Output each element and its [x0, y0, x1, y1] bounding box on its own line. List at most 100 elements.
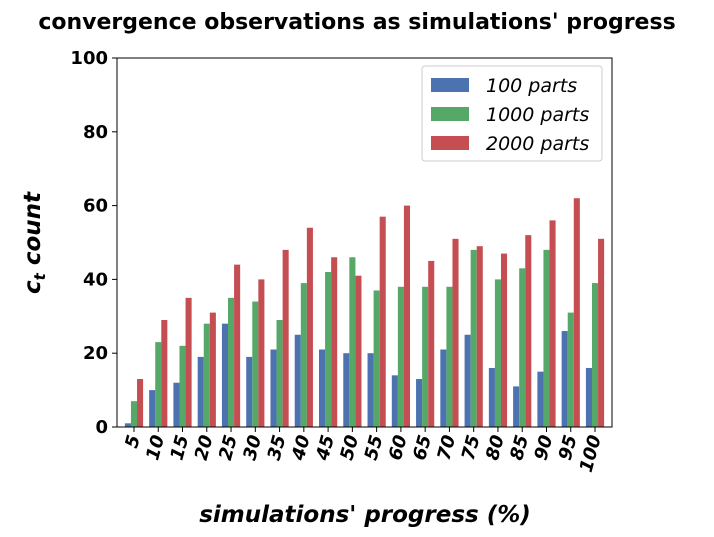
bar-2000-parts-25: [234, 264, 241, 427]
bar-2000-parts-35: [282, 249, 289, 427]
x-tick-label: 15: [167, 433, 194, 463]
bar-100-parts-75: [464, 334, 471, 427]
bar-100-parts-55: [367, 353, 374, 427]
x-tick-label: 10: [142, 433, 169, 463]
bar-2000-parts-5: [137, 379, 144, 427]
bar-100-parts-40: [294, 334, 301, 427]
x-tick-label: 55: [361, 433, 388, 463]
x-tick-label: 80: [482, 433, 509, 463]
bar-1000-parts-5: [130, 401, 138, 427]
legend-label: 2000 parts: [486, 133, 589, 155]
x-tick-label: 95: [555, 433, 582, 463]
bar-1000-parts-10: [155, 342, 162, 427]
bar-100-parts-50: [343, 353, 350, 427]
bar-2000-parts-45: [331, 257, 338, 427]
legend-label: 1000 parts: [486, 104, 589, 126]
y-tick-label: 80: [83, 122, 108, 143]
legend-swatch: [431, 107, 469, 121]
bar-100-parts-35: [270, 349, 277, 427]
chart-title: convergence observations as simulations'…: [38, 10, 675, 35]
y-axis-label-main: c: [20, 280, 46, 294]
y-axis-label-subscript: t: [31, 272, 49, 280]
bar-2000-parts-15: [185, 297, 192, 427]
y-axis-label-rest: count: [20, 191, 46, 273]
bar-100-parts-100: [585, 367, 592, 427]
y-tick-label: 20: [83, 343, 108, 364]
x-tick-label: 50: [336, 433, 363, 463]
bar-1000-parts-90: [543, 249, 550, 427]
plot-frame: [116, 57, 613, 428]
bars-group: [124, 198, 605, 427]
bar-2000-parts-70: [452, 238, 459, 427]
legend-swatch: [431, 78, 469, 92]
bar-2000-parts-100: [598, 238, 605, 427]
bar-2000-parts-65: [428, 260, 435, 427]
bar-1000-parts-70: [446, 286, 453, 427]
bar-100-parts-60: [391, 375, 398, 427]
x-tick-label: 75: [458, 433, 485, 463]
bar-1000-parts-15: [179, 345, 186, 427]
bar-100-parts-45: [319, 349, 326, 427]
bar-100-parts-80: [488, 367, 495, 427]
bar-100-parts-15: [173, 382, 180, 427]
x-tick-label: 65: [409, 433, 436, 463]
x-tick-label: 90: [531, 433, 558, 463]
bar-1000-parts-30: [252, 301, 259, 427]
bar-2000-parts-20: [209, 312, 216, 427]
bar-100-parts-90: [537, 371, 544, 427]
bar-2000-parts-90: [549, 220, 556, 427]
bar-100-parts-25: [221, 323, 229, 427]
x-tick-label: 40: [288, 433, 315, 464]
x-tick-label: 60: [385, 433, 412, 463]
bar-1000-parts-40: [300, 283, 307, 427]
bar-100-parts-85: [513, 386, 520, 427]
bar-2000-parts-60: [403, 205, 410, 427]
bar-2000-parts-80: [500, 253, 508, 427]
y-axis: 0 20 40 60 80 100: [70, 48, 117, 438]
bar-1000-parts-75: [470, 249, 477, 427]
bar-2000-parts-95: [573, 198, 580, 427]
bar-1000-parts-85: [519, 268, 526, 427]
bar-1000-parts-35: [276, 319, 283, 427]
bar-1000-parts-20: [203, 323, 210, 427]
bar-100-parts-10: [149, 390, 156, 427]
bar-2000-parts-10: [161, 319, 168, 427]
bar-100-parts-65: [416, 379, 423, 427]
x-axis-label: simulations' progress (%): [199, 502, 531, 528]
bar-100-parts-20: [197, 356, 204, 427]
y-tick-label: 60: [83, 196, 108, 217]
bar-2000-parts-55: [379, 216, 386, 427]
x-tick-label: 20: [191, 433, 218, 463]
x-tick-label: 30: [239, 433, 266, 463]
bar-100-parts-95: [561, 331, 568, 427]
bar-2000-parts-85: [525, 235, 532, 427]
bar-100-parts-5: [124, 423, 131, 427]
bar-2000-parts-30: [258, 279, 265, 427]
x-tick-label: 70: [433, 433, 460, 463]
bar-2000-parts-75: [476, 246, 483, 427]
bar-1000-parts-45: [325, 272, 332, 427]
x-tick-label: 35: [264, 433, 291, 463]
bar-1000-parts-65: [422, 286, 429, 427]
bar-100-parts-30: [246, 356, 253, 427]
x-tick-label: 85: [506, 433, 533, 463]
legend: 100 parts 1000 parts 2000 parts: [421, 65, 603, 162]
legend-swatch: [431, 136, 469, 150]
x-tick-label: 45: [312, 433, 339, 464]
bar-1000-parts-50: [349, 257, 356, 427]
bar-1000-parts-95: [567, 312, 574, 427]
bar-2000-parts-40: [306, 227, 313, 427]
bar-1000-parts-25: [228, 297, 235, 427]
y-tick-label: 40: [83, 269, 108, 290]
bar-1000-parts-80: [494, 279, 501, 427]
bar-1000-parts-60: [397, 286, 404, 427]
y-tick-label: 100: [70, 48, 108, 69]
y-tick-label: 0: [95, 417, 108, 438]
x-tick-label: 25: [215, 433, 242, 463]
bar-1000-parts-55: [373, 290, 380, 427]
x-tick-label: 5: [121, 433, 145, 451]
bar-1000-parts-100: [591, 283, 599, 427]
bar-100-parts-70: [440, 349, 447, 427]
